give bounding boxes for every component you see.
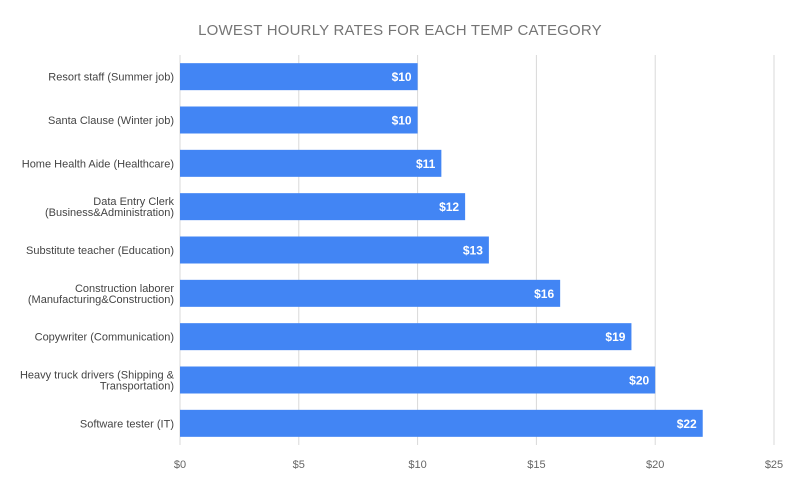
bar (180, 366, 656, 394)
bar (180, 323, 632, 351)
bar (180, 193, 466, 221)
data-label: $11 (416, 157, 436, 171)
category-label: Substitute teacher (Education) (26, 245, 174, 257)
bar (180, 149, 442, 177)
data-label: $12 (439, 200, 459, 214)
x-tick-label: $5 (293, 459, 305, 471)
category-label: Heavy truck drivers (Shipping & Transport… (20, 370, 175, 393)
data-label: $13 (463, 244, 483, 258)
x-tick-label: $10 (408, 459, 426, 471)
category-label: Copywriter (Communication) (35, 332, 174, 344)
data-label: $16 (534, 287, 554, 301)
bar (180, 236, 489, 264)
category-label: Santa Clause (Winter job) (48, 115, 174, 127)
category-label: Home Health Aide (Healthcare) (22, 158, 174, 170)
data-label: $22 (677, 417, 697, 431)
chart-title: LOWEST HOURLY RATES FOR EACH TEMP CATEGO… (198, 22, 602, 39)
bar (180, 409, 703, 437)
data-label: $10 (392, 70, 412, 84)
category-label: Construction laborer (Manufacturing&Const… (28, 283, 174, 306)
category-label: Software tester (IT) (80, 418, 174, 430)
bar (180, 63, 418, 91)
bar (180, 106, 418, 134)
data-label: $20 (629, 374, 649, 388)
data-label: $19 (605, 330, 625, 344)
category-label: Resort staff (Summer job) (48, 72, 174, 84)
bar (180, 279, 561, 307)
x-tick-label: $25 (765, 459, 783, 471)
category-label: Data Entry Clerk (Business&Administration… (45, 196, 174, 219)
x-tick-label: $20 (646, 459, 664, 471)
data-label: $10 (392, 114, 412, 128)
x-tick-label: $15 (527, 459, 545, 471)
x-tick-label: $0 (174, 459, 186, 471)
